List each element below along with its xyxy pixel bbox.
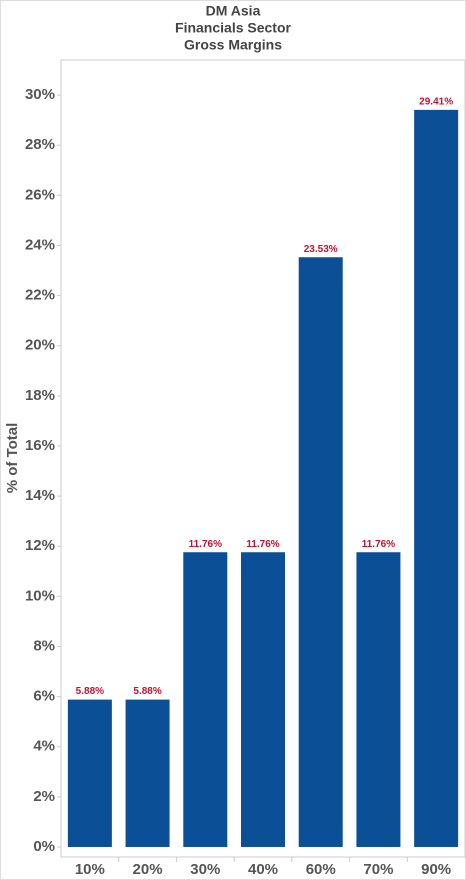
x-tick-label: 70% bbox=[363, 861, 393, 878]
value-label: 5.88% bbox=[133, 686, 161, 697]
value-label: 11.76% bbox=[189, 539, 222, 550]
chart-title: DM Asia bbox=[206, 3, 261, 19]
x-tick-label: 60% bbox=[306, 861, 336, 878]
y-tick-label: 8% bbox=[33, 637, 55, 654]
x-tick-label: 30% bbox=[190, 861, 220, 878]
x-tick-label: 20% bbox=[133, 861, 163, 878]
value-label: 11.76% bbox=[362, 539, 395, 550]
y-tick-label: 22% bbox=[25, 287, 55, 304]
value-label: 11.76% bbox=[246, 539, 279, 550]
y-tick-label: 4% bbox=[33, 738, 55, 755]
bar bbox=[183, 552, 228, 847]
y-tick-label: 6% bbox=[33, 688, 55, 705]
bar bbox=[414, 109, 459, 847]
y-tick-label: 30% bbox=[25, 86, 55, 103]
bar bbox=[356, 552, 401, 847]
value-label: 23.53% bbox=[304, 244, 338, 255]
bar bbox=[125, 699, 170, 847]
value-label: 29.41% bbox=[419, 97, 453, 108]
bar bbox=[67, 699, 112, 847]
y-tick-label: 26% bbox=[25, 186, 55, 203]
y-tick-label: 18% bbox=[25, 387, 55, 404]
x-tick-label: 90% bbox=[421, 861, 451, 878]
x-tick-label: 40% bbox=[248, 861, 278, 878]
y-tick-label: 2% bbox=[33, 788, 55, 805]
y-tick-label: 20% bbox=[25, 337, 55, 354]
y-axis-label: % of Total bbox=[4, 423, 21, 494]
chart-title: Gross Margins bbox=[184, 37, 282, 53]
bar bbox=[241, 552, 285, 847]
x-tick-label: 10% bbox=[75, 861, 105, 878]
y-tick-label: 10% bbox=[25, 587, 55, 604]
y-tick-label: 16% bbox=[25, 437, 55, 454]
y-tick-label: 12% bbox=[25, 537, 55, 554]
y-tick-label: 14% bbox=[25, 487, 55, 504]
plot-frame bbox=[60, 59, 466, 858]
value-label: 5.88% bbox=[76, 686, 104, 697]
chart-title: Financials Sector bbox=[175, 20, 291, 36]
y-tick-label: 0% bbox=[33, 838, 55, 855]
bar bbox=[298, 257, 343, 847]
y-tick-label: 28% bbox=[25, 136, 55, 153]
y-tick-label: 24% bbox=[25, 236, 55, 253]
